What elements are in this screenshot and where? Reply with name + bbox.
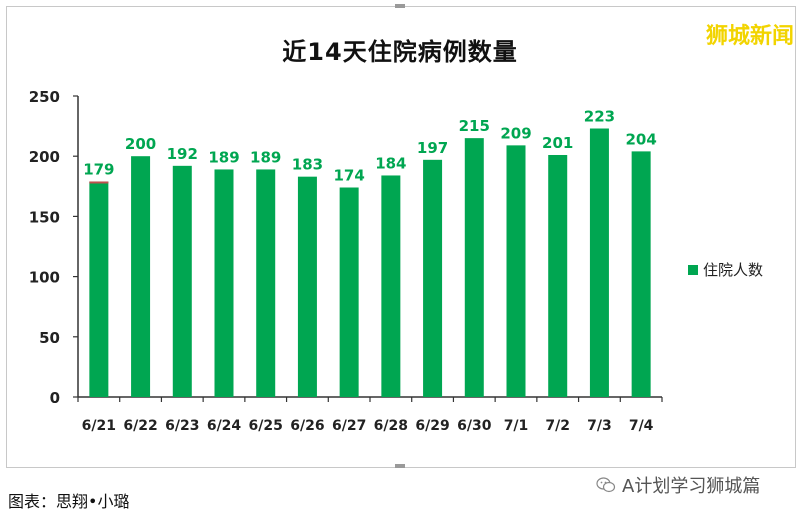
data-label: 201 bbox=[542, 134, 573, 152]
wechat-icon bbox=[596, 477, 616, 493]
bar bbox=[589, 128, 609, 397]
y-tick-label: 200 bbox=[29, 148, 60, 166]
data-label: 179 bbox=[83, 160, 114, 178]
data-label: 184 bbox=[375, 154, 406, 172]
chart-title: 近14天住院病例数量 bbox=[282, 38, 518, 66]
source-attribution: A计划学习狮城篇 bbox=[596, 472, 760, 498]
bar bbox=[423, 159, 443, 397]
x-tick-label: 6/24 bbox=[207, 418, 242, 434]
data-label: 197 bbox=[417, 139, 448, 157]
bar bbox=[548, 154, 568, 397]
x-tick-label: 6/30 bbox=[457, 418, 492, 434]
bar bbox=[89, 181, 109, 397]
y-tick-label: 150 bbox=[29, 208, 60, 226]
y-tick-label: 100 bbox=[29, 269, 60, 287]
bar bbox=[464, 138, 484, 397]
data-label: 189 bbox=[250, 148, 281, 166]
x-tick-label: 7/2 bbox=[545, 418, 570, 434]
data-label: 204 bbox=[625, 130, 656, 148]
x-tick-label: 6/25 bbox=[249, 418, 283, 434]
bar-chart: 0 50 100 150 200 250 179 6/21 200 6/22 192 6/23 189… bbox=[29, 88, 663, 434]
legend: 住院人数 bbox=[688, 259, 763, 280]
legend-swatch bbox=[688, 264, 698, 275]
x-tick-label: 6/23 bbox=[165, 418, 199, 434]
bar bbox=[131, 156, 151, 397]
bar bbox=[381, 175, 401, 397]
y-tick-label: 0 bbox=[50, 389, 60, 407]
source-label: A计划学习狮城篇 bbox=[622, 476, 761, 497]
bar bbox=[631, 151, 651, 397]
x-tick-label: 6/29 bbox=[415, 418, 449, 434]
data-label: 200 bbox=[125, 135, 156, 153]
y-tick-label: 250 bbox=[29, 88, 60, 106]
x-tick-label: 7/3 bbox=[587, 418, 612, 434]
x-tick-label: 6/26 bbox=[290, 418, 324, 434]
data-label: 215 bbox=[459, 117, 490, 135]
bar bbox=[297, 176, 317, 397]
resize-handle-top[interactable] bbox=[395, 4, 405, 8]
x-tick-label: 6/27 bbox=[332, 418, 366, 434]
y-tick-label: 50 bbox=[39, 329, 60, 347]
chart-credit: 图表：思翔•小璐 bbox=[8, 492, 130, 511]
bar bbox=[506, 145, 526, 397]
x-tick-label: 7/4 bbox=[629, 418, 654, 434]
legend-label: 住院人数 bbox=[703, 261, 764, 279]
brand-logo: 狮城新闻 bbox=[705, 24, 794, 49]
x-tick-label: 6/21 bbox=[82, 418, 116, 434]
resize-handle-bottom[interactable] bbox=[395, 464, 405, 468]
x-tick-label: 6/22 bbox=[123, 418, 157, 434]
data-label: 189 bbox=[208, 148, 239, 166]
bar bbox=[256, 169, 276, 397]
data-label: 209 bbox=[500, 124, 531, 142]
x-tick-label: 7/1 bbox=[504, 418, 529, 434]
x-tick-label: 6/28 bbox=[374, 418, 408, 434]
bar-top-mark bbox=[89, 181, 109, 184]
data-label: 183 bbox=[292, 156, 323, 174]
data-label: 223 bbox=[584, 108, 615, 126]
data-label: 174 bbox=[333, 167, 364, 185]
bar bbox=[339, 187, 359, 397]
data-label: 192 bbox=[167, 145, 198, 163]
bar bbox=[214, 169, 234, 397]
bar bbox=[172, 165, 192, 397]
